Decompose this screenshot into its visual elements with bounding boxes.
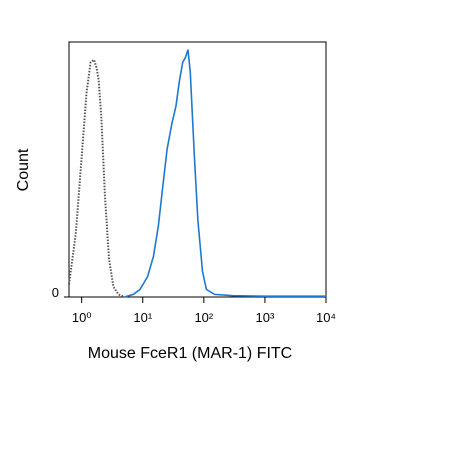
y-axis-label: Count [15,148,32,191]
x-axis-label: Mouse FceR1 (MAR-1) FITC [88,345,292,362]
plot-frame [68,41,327,298]
x-tick-label: 10³ [256,310,275,325]
x-tick-label: 10¹ [133,310,152,325]
histogram-line [68,58,125,298]
x-tick-label: 10² [194,310,213,325]
y-tick-label: 0 [52,285,59,300]
x-tick-label: 10⁴ [316,310,336,325]
histogram-line [124,49,326,298]
x-tick-label: 10⁰ [72,310,92,325]
